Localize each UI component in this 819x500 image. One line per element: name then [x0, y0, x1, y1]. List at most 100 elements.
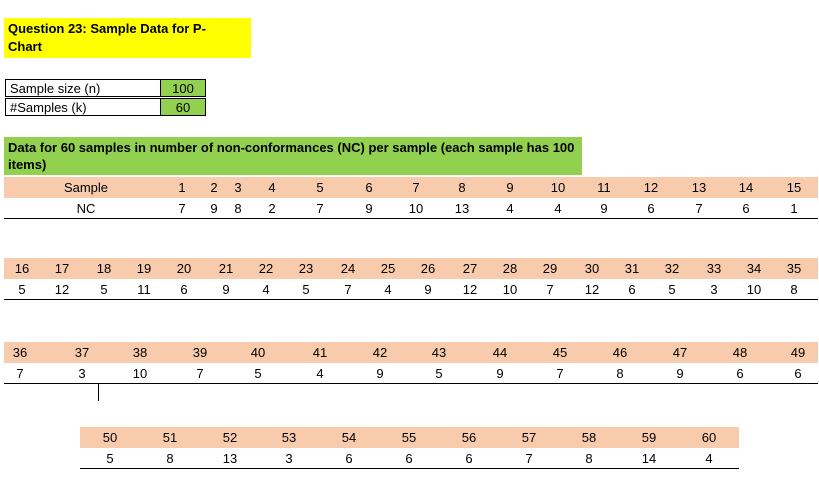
nc-value-cell[interactable]: 6	[405, 451, 413, 466]
sample-number-cell[interactable]: 22	[258, 261, 274, 276]
nc-value-cell[interactable]: 8	[166, 451, 174, 466]
sample-number-cell[interactable]: 34	[746, 261, 762, 276]
sample-number-cell[interactable]: 41	[312, 345, 328, 360]
sample-number-cell[interactable]: 56	[461, 430, 477, 445]
nc-value-cell[interactable]: 5	[18, 282, 26, 297]
sample-number-cell[interactable]: 54	[341, 430, 357, 445]
sample-number-cell[interactable]: 50	[102, 430, 118, 445]
sample-number-cell[interactable]: 6	[365, 180, 373, 195]
nc-value-cell[interactable]: 5	[254, 366, 262, 381]
sample-number-cell[interactable]: 42	[372, 345, 388, 360]
sample-number-cell[interactable]: 27	[462, 261, 478, 276]
nc-value-cell[interactable]: 7	[695, 201, 703, 216]
nc-value-cell[interactable]: 8	[790, 282, 798, 297]
nc-value-cell[interactable]: 2	[268, 201, 276, 216]
nc-value-cell[interactable]: 6	[628, 282, 636, 297]
sample-number-cell[interactable]: 1	[178, 180, 186, 195]
sample-number-cell[interactable]: 3	[234, 180, 242, 195]
nc-value-cell[interactable]: 4	[384, 282, 392, 297]
nc-value-cell[interactable]: 6	[794, 366, 802, 381]
nc-value-cell[interactable]: 6	[736, 366, 744, 381]
sample-number-cell[interactable]: 39	[192, 345, 208, 360]
nc-value-cell[interactable]: 6	[465, 451, 473, 466]
sample-number-cell[interactable]: 16	[14, 261, 30, 276]
nc-value-cell[interactable]: 7	[546, 282, 554, 297]
nc-value-cell[interactable]: 4	[262, 282, 270, 297]
nc-value-cell[interactable]: 7	[525, 451, 533, 466]
nc-value-cell[interactable]: 4	[705, 451, 713, 466]
nc-value-cell[interactable]: 9	[376, 366, 384, 381]
sample-number-cell[interactable]: 43	[431, 345, 447, 360]
nc-value-cell[interactable]: 4	[554, 201, 562, 216]
nc-value-cell[interactable]: 7	[196, 366, 204, 381]
sample-number-cell[interactable]: 19	[136, 261, 152, 276]
nc-value-cell[interactable]: 12	[54, 282, 70, 297]
sample-number-cell[interactable]: 7	[412, 180, 420, 195]
nc-value-cell[interactable]: 1	[790, 201, 798, 216]
nc-value-cell[interactable]: 4	[506, 201, 514, 216]
sample-number-cell[interactable]: 26	[420, 261, 436, 276]
nc-value-cell[interactable]: 4	[316, 366, 324, 381]
sample-number-cell[interactable]: 30	[584, 261, 600, 276]
sample-number-cell[interactable]: 52	[222, 430, 238, 445]
sample-number-cell[interactable]: 23	[298, 261, 314, 276]
nc-value-cell[interactable]: 3	[78, 366, 86, 381]
nc-value-cell[interactable]: 9	[424, 282, 432, 297]
sample-number-cell[interactable]: 9	[506, 180, 514, 195]
nc-value-cell[interactable]: 9	[222, 282, 230, 297]
sample-number-cell[interactable]: 2	[210, 180, 218, 195]
nc-value-cell[interactable]: 11	[137, 282, 151, 297]
nc-value-cell[interactable]: 7	[556, 366, 564, 381]
sample-size-value[interactable]: 100	[160, 79, 206, 97]
nc-value-cell[interactable]: 6	[647, 201, 655, 216]
sample-number-cell[interactable]: 35	[786, 261, 802, 276]
nc-value-cell[interactable]: 6	[742, 201, 750, 216]
sample-number-cell[interactable]: 17	[54, 261, 70, 276]
sample-number-cell[interactable]: 24	[340, 261, 356, 276]
nc-value-cell[interactable]: 5	[302, 282, 310, 297]
nc-value-cell[interactable]: 7	[316, 201, 324, 216]
nc-value-cell[interactable]: 10	[132, 366, 148, 381]
sample-number-cell[interactable]: 58	[581, 430, 597, 445]
sample-number-cell[interactable]: 38	[132, 345, 148, 360]
nc-value-cell[interactable]: 5	[100, 282, 108, 297]
sample-number-cell[interactable]: 59	[641, 430, 657, 445]
nc-value-cell[interactable]: 8	[616, 366, 624, 381]
nc-value-cell[interactable]: 10	[502, 282, 518, 297]
sample-number-cell[interactable]: 32	[664, 261, 680, 276]
sample-number-cell[interactable]: 21	[218, 261, 234, 276]
sample-number-cell[interactable]: 15	[786, 180, 802, 195]
nc-value-cell[interactable]: 9	[600, 201, 608, 216]
nc-value-cell[interactable]: 9	[676, 366, 684, 381]
sample-number-cell[interactable]: 36	[12, 345, 28, 360]
sample-number-cell[interactable]: 48	[732, 345, 748, 360]
sample-number-cell[interactable]: 11	[597, 180, 611, 195]
nc-value-cell[interactable]: 5	[668, 282, 676, 297]
num-samples-value[interactable]: 60	[160, 98, 206, 116]
nc-value-cell[interactable]: 10	[408, 201, 424, 216]
sample-number-cell[interactable]: 44	[492, 345, 508, 360]
sample-number-cell[interactable]: 13	[691, 180, 707, 195]
nc-value-cell[interactable]: 7	[344, 282, 352, 297]
sample-number-cell[interactable]: 47	[672, 345, 688, 360]
nc-value-cell[interactable]: 9	[365, 201, 373, 216]
sample-number-cell[interactable]: 29	[542, 261, 558, 276]
sample-number-cell[interactable]: 5	[316, 180, 324, 195]
nc-value-cell[interactable]: 8	[585, 451, 593, 466]
nc-value-cell[interactable]: 10	[746, 282, 762, 297]
sample-number-cell[interactable]: 33	[706, 261, 722, 276]
nc-value-cell[interactable]: 14	[641, 451, 657, 466]
nc-value-cell[interactable]: 12	[462, 282, 478, 297]
nc-value-cell[interactable]: 7	[178, 201, 186, 216]
nc-value-cell[interactable]: 3	[285, 451, 293, 466]
sample-number-cell[interactable]: 49	[790, 345, 806, 360]
sample-number-cell[interactable]: 46	[612, 345, 628, 360]
sample-number-cell[interactable]: 57	[521, 430, 537, 445]
nc-value-cell[interactable]: 13	[454, 201, 470, 216]
sample-number-cell[interactable]: 14	[738, 180, 754, 195]
sample-number-cell[interactable]: 53	[281, 430, 297, 445]
nc-value-cell[interactable]: 13	[222, 451, 238, 466]
nc-value-cell[interactable]: 9	[210, 201, 218, 216]
sample-number-cell[interactable]: 4	[268, 180, 276, 195]
nc-value-cell[interactable]: 6	[345, 451, 353, 466]
